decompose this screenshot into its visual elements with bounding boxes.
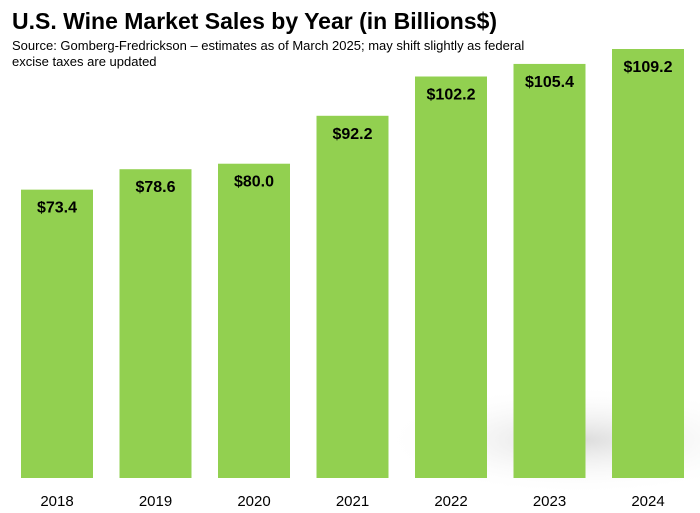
bar-2022 — [415, 76, 487, 478]
x-tick-label-2024: 2024 — [631, 493, 664, 510]
data-label-2021: $92.2 — [332, 126, 372, 143]
bar-2019 — [119, 169, 192, 478]
x-axis-ticks: 2018 2019 2020 2021 2022 2023 2024 — [40, 493, 664, 510]
data-label-2024: $109.2 — [624, 59, 673, 76]
x-tick-label-2019: 2019 — [139, 493, 172, 510]
bar-2024 — [612, 49, 684, 478]
data-labels-group: $73.4 $78.6 $80.0 $92.2 $102.2 $105.4 $109.2 — [37, 59, 673, 217]
bar-2018 — [21, 189, 93, 478]
chart-title: U.S. Wine Market Sales by Year (in Billi… — [12, 8, 498, 34]
bar-2020 — [218, 163, 290, 478]
data-label-2018: $73.4 — [37, 200, 77, 217]
x-tick-label-2023: 2023 — [533, 493, 566, 510]
x-tick-label-2021: 2021 — [336, 493, 369, 510]
data-label-2023: $105.4 — [525, 74, 574, 91]
x-tick-label-2020: 2020 — [237, 493, 270, 510]
bar-2021 — [316, 115, 389, 479]
chart-subtitle: Source: Gomberg-Fredrickson – estimates … — [12, 38, 525, 69]
x-tick-label-2022: 2022 — [434, 493, 467, 510]
data-label-2020: $80.0 — [234, 174, 274, 191]
data-label-2019: $78.6 — [135, 179, 175, 196]
x-tick-label-2018: 2018 — [40, 493, 73, 510]
bar-2023 — [513, 63, 586, 479]
data-label-2022: $102.2 — [427, 87, 476, 104]
bars-group — [21, 49, 684, 479]
